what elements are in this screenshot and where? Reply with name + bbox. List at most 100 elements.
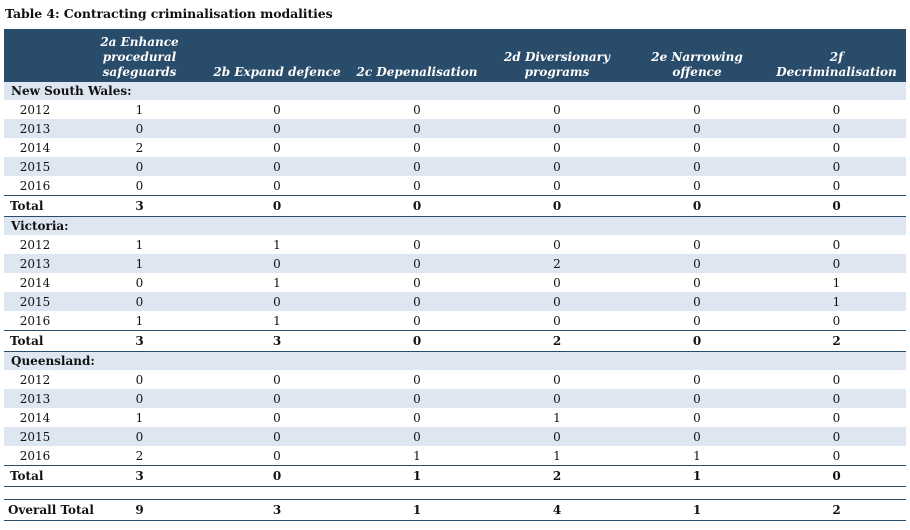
criminalisation-table: 2a Enhance procedural safeguards 2b Expa…: [4, 29, 906, 521]
total-value: 2: [487, 465, 627, 487]
cell-value: 0: [207, 157, 347, 176]
cell-value: 0: [693, 372, 701, 387]
cell-value: 0: [693, 178, 701, 193]
cell-value: 0: [413, 372, 421, 387]
section-header-row: New South Wales:: [4, 82, 906, 100]
cell-value: 0: [273, 372, 281, 387]
table-row: 2013 0 0 0 0 0 0: [4, 389, 906, 408]
cell-value: 0: [207, 292, 347, 311]
cell-value: 0: [767, 119, 906, 138]
total-value: 1: [347, 465, 487, 487]
cell-value: 1: [273, 275, 281, 290]
cell-value: 1: [135, 237, 144, 252]
cell-value: 0: [413, 140, 421, 155]
total-row: Total 3 3 0 2 0 2: [4, 330, 906, 352]
cell-value: 0: [347, 389, 487, 408]
cell-value: 0: [487, 389, 627, 408]
total-label: Total: [4, 195, 72, 217]
cell-value: 0: [413, 275, 421, 290]
column-header-2f: 2f Decriminalisation: [776, 50, 897, 79]
total-row: Total 3 0 1 2 1 0: [4, 465, 906, 487]
table-row: 2016 0 0 0 0 0 0: [4, 176, 906, 196]
cell-value: 0: [553, 178, 561, 193]
cell-value: 0: [487, 427, 627, 446]
table-row: 2013 0 0 0 0 0 0: [4, 119, 906, 138]
section-header-row: Victoria:: [4, 216, 906, 235]
row-year: 2012: [19, 237, 51, 252]
cell-value: 2: [135, 140, 144, 155]
table-row: 2014 2 0 0 0 0 0: [4, 138, 906, 157]
cell-value: 0: [207, 254, 347, 273]
cell-value: 1: [693, 448, 701, 463]
row-year: 2012: [19, 372, 51, 387]
cell-value: 0: [553, 237, 561, 252]
table-row: 2014 1 0 0 1 0 0: [4, 408, 906, 427]
cell-value: 1: [553, 410, 561, 425]
total-value: 2: [487, 330, 627, 352]
cell-value: 0: [273, 140, 281, 155]
cell-value: 0: [273, 410, 281, 425]
overall-total-value: 1: [347, 499, 487, 521]
cell-value: 0: [347, 254, 487, 273]
column-header-2e: 2e Narrowing offence: [651, 50, 743, 79]
row-year: 2014: [19, 410, 51, 425]
column-header-2a: 2a Enhance procedural safeguards: [100, 35, 179, 79]
row-year: 2016: [19, 313, 51, 328]
cell-value: 1: [767, 292, 906, 311]
cell-value: 0: [627, 157, 767, 176]
cell-value: 1: [553, 448, 561, 463]
row-year: 2015: [4, 292, 72, 311]
column-header-2b: 2b Expand defence: [213, 65, 341, 79]
total-value: 0: [347, 195, 487, 217]
row-year: 2014: [19, 140, 51, 155]
overall-total-value: 2: [767, 499, 906, 521]
overall-total-label: Overall Total: [4, 499, 94, 521]
cell-value: 2: [135, 448, 144, 463]
cell-value: 0: [767, 389, 906, 408]
total-value: 0: [627, 195, 767, 217]
cell-value: 0: [627, 292, 767, 311]
cell-value: 0: [347, 119, 487, 138]
table-row: 2012 0 0 0 0 0 0: [4, 370, 906, 389]
cell-value: 0: [693, 102, 701, 117]
total-value: 3: [72, 330, 207, 352]
cell-value: 0: [627, 389, 767, 408]
row-year: 2015: [4, 427, 72, 446]
cell-value: 0: [72, 427, 207, 446]
total-value: 1: [627, 465, 767, 487]
cell-value: 0: [413, 237, 421, 252]
total-value: 3: [72, 465, 207, 487]
total-row: Total 3 0 0 0 0 0: [4, 195, 906, 217]
cell-value: 2: [487, 254, 627, 273]
cell-value: 0: [273, 102, 281, 117]
total-value: 0: [627, 330, 767, 352]
overall-total-row: Overall Total 9 3 1 4 1 2: [4, 499, 906, 521]
total-value: 0: [767, 195, 906, 217]
cell-value: 0: [627, 119, 767, 138]
cell-value: 0: [413, 102, 421, 117]
table-row: 2012 1 0 0 0 0 0: [4, 100, 906, 119]
column-header-stub: [4, 29, 72, 82]
total-value: 0: [767, 465, 906, 487]
table-row: 2013 1 0 0 2 0 0: [4, 254, 906, 273]
cell-value: 0: [627, 427, 767, 446]
cell-value: 0: [347, 292, 487, 311]
table-row: 2014 0 1 0 0 0 1: [4, 273, 906, 292]
table-row: 2015 0 0 0 0 0 1: [4, 292, 906, 311]
row-year: 2013: [4, 119, 72, 138]
row-year: 2014: [19, 275, 51, 290]
cell-value: 0: [135, 178, 144, 193]
cell-value: 1: [135, 102, 144, 117]
cell-value: 0: [627, 254, 767, 273]
cell-value: 0: [553, 372, 561, 387]
total-value: 2: [767, 330, 906, 352]
overall-total-value: 4: [487, 499, 627, 521]
cell-value: 1: [135, 410, 144, 425]
table-title: Table 4: Contracting criminalisation mod…: [5, 6, 333, 21]
cell-value: 0: [693, 237, 701, 252]
overall-total-value: 1: [627, 499, 767, 521]
table-row: 2012 1 1 0 0 0 0: [4, 235, 906, 254]
table-row: 2015 0 0 0 0 0 0: [4, 157, 906, 176]
cell-value: 0: [135, 372, 144, 387]
table-body: New South Wales: 2012 1 0 0 0 0 0 2013 0 0 0 0 0 0 2014…: [4, 82, 906, 521]
